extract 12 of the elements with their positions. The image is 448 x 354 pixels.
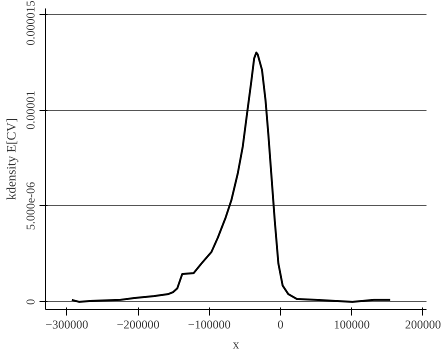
x-tick-label: −300000	[45, 318, 88, 332]
x-tick-label: −100000	[188, 318, 231, 332]
x-tick-label: 100000	[334, 318, 370, 332]
x-tick-label: 200000	[404, 318, 441, 332]
y-tick-label: 0.000015	[24, 0, 38, 46]
x-tick-label: 0	[278, 318, 284, 332]
x-tick-label: −200000	[116, 318, 160, 332]
y-axis-title: kdensity E[CV]	[4, 118, 18, 200]
y-tick-label: 0	[24, 298, 38, 305]
y-tick-label: 5.000e-06	[24, 182, 38, 230]
y-tick-label: 0.00001	[24, 90, 38, 130]
x-axis-title: x	[232, 336, 240, 352]
